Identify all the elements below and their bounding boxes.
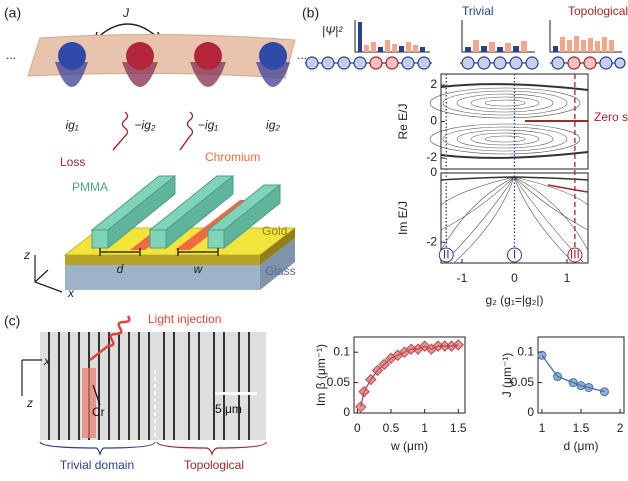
plot-frame bbox=[538, 337, 624, 413]
y-tick-label: 0 bbox=[430, 165, 437, 179]
axis-x: x bbox=[43, 354, 51, 368]
y-tick-label: 0.1 bbox=[333, 344, 350, 358]
y-tick-label: 0 bbox=[527, 405, 534, 419]
loss-arrow bbox=[180, 112, 193, 150]
point bbox=[577, 382, 585, 390]
chromium-label: Chromium bbox=[205, 150, 260, 164]
ellipsis: ... bbox=[297, 48, 307, 62]
x-tick-label: 1 bbox=[421, 421, 428, 435]
point bbox=[569, 379, 577, 387]
y-tick-label: 0 bbox=[343, 405, 350, 419]
trivial-label: Trivial bbox=[462, 4, 494, 18]
pmma-label: PMMA bbox=[72, 180, 108, 194]
x-tick-label: 0 bbox=[511, 271, 518, 285]
gain-label: ig₁ bbox=[65, 118, 78, 132]
glass-label: Glass bbox=[265, 264, 296, 278]
x-tick-label: 1 bbox=[539, 421, 546, 435]
gain-label: −ig₂ bbox=[135, 118, 156, 132]
trivial-domain-label: Trivial domain bbox=[60, 458, 134, 472]
axes-icon bbox=[35, 255, 62, 292]
panel-label: (b) bbox=[302, 5, 319, 21]
micrograph bbox=[40, 332, 266, 440]
x-tick-label: 1.5 bbox=[450, 421, 467, 435]
point bbox=[600, 388, 608, 396]
profile-thumbnails bbox=[355, 20, 622, 52]
brace bbox=[40, 442, 155, 454]
gain-label: ig₂ bbox=[266, 118, 280, 132]
marker-label: I bbox=[513, 248, 516, 262]
coupling-label: J bbox=[122, 6, 130, 20]
x-tick-label: 1 bbox=[564, 271, 571, 285]
y-tick-label: -2 bbox=[426, 234, 437, 248]
axis-z: z bbox=[26, 396, 33, 410]
x-axis-label: w (μm) bbox=[390, 439, 428, 453]
light-label: Light injection bbox=[148, 312, 221, 326]
axis-z: z bbox=[23, 248, 30, 262]
point bbox=[585, 383, 593, 391]
panel-label: (c) bbox=[4, 313, 20, 329]
x-tick-label: 1.5 bbox=[573, 421, 590, 435]
y-axis-label: Im β (μm⁻¹) bbox=[314, 344, 328, 406]
point bbox=[359, 387, 369, 397]
y-axis-label: Re E/J bbox=[396, 103, 410, 139]
axis-x: x bbox=[67, 286, 75, 300]
point bbox=[538, 351, 546, 359]
loss-label: Loss bbox=[60, 155, 85, 169]
scale-label: 5 μm bbox=[215, 402, 242, 416]
x-tick-label: 0 bbox=[354, 421, 361, 435]
annotation: Zero states bbox=[594, 110, 628, 124]
gain-label: −ig₁ bbox=[198, 118, 218, 132]
y-axis-label: Im E/J bbox=[396, 201, 410, 235]
figure: (a) J ... ... ig₁ −ig₂ −ig₁ ig₂ Loss Chr… bbox=[0, 0, 628, 481]
brace bbox=[157, 442, 266, 454]
d-label: d bbox=[117, 262, 124, 276]
topological-label: Topological bbox=[568, 4, 628, 18]
marker-label: III bbox=[570, 248, 580, 262]
x-tick-label: -1 bbox=[457, 271, 468, 285]
point bbox=[554, 373, 562, 381]
y-tick-label: 0.05 bbox=[511, 375, 535, 389]
y-tick-label: 0 bbox=[430, 114, 437, 128]
w-label: w bbox=[194, 262, 204, 276]
y-tick-label: 0.05 bbox=[327, 375, 351, 389]
topological-label: Topological bbox=[184, 458, 244, 472]
fit-line bbox=[361, 345, 459, 407]
x-axis-label: g₂ (g₁=|g₂|) bbox=[486, 293, 544, 307]
y-tick-label: 0.1 bbox=[517, 344, 534, 358]
y-axis-label: J (μm⁻¹) bbox=[500, 353, 514, 398]
cr-label: Cr bbox=[92, 405, 105, 419]
x-tick-label: 2 bbox=[617, 421, 624, 435]
loss-arrow bbox=[113, 112, 128, 150]
x-axis-label: d (μm) bbox=[564, 439, 599, 453]
psi-label: |Ψ|² bbox=[322, 24, 343, 38]
point bbox=[366, 375, 376, 385]
x-tick-label: 0.5 bbox=[383, 421, 400, 435]
marker-label: II bbox=[443, 248, 450, 262]
chains bbox=[305, 57, 625, 69]
panel-label: (a) bbox=[4, 5, 21, 21]
ellipsis: ... bbox=[6, 48, 16, 62]
gold-label: Gold bbox=[262, 224, 287, 238]
y-tick-label: 2 bbox=[430, 77, 437, 91]
axes-icon bbox=[22, 360, 42, 396]
y-tick-label: -2 bbox=[426, 150, 437, 164]
